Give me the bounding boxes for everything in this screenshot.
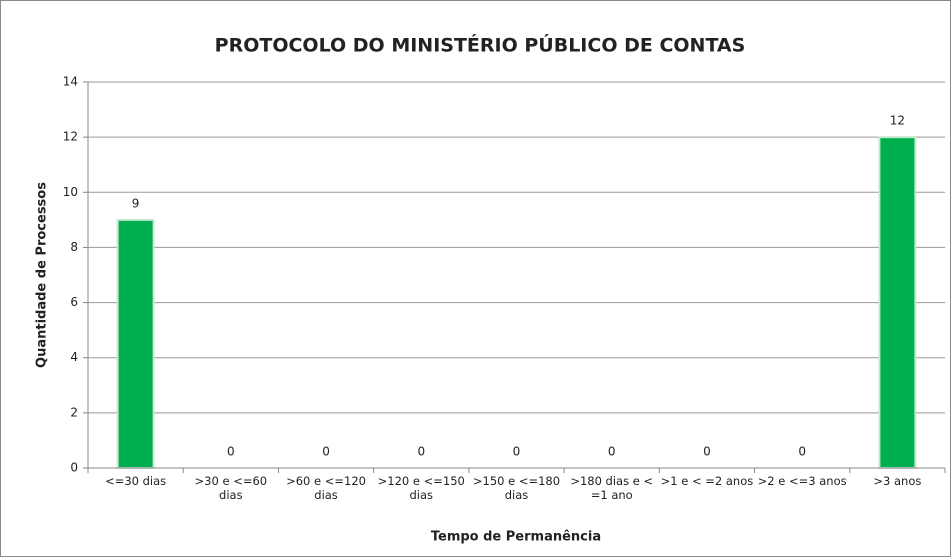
bar [878, 136, 917, 469]
x-tick-label: >120 e <=150 dias [377, 474, 465, 502]
x-tick-label-box: >120 e <=150 dias [377, 474, 465, 502]
data-label: 0 [798, 445, 806, 459]
x-tick-label: >1 e < =2 anos [660, 474, 754, 488]
x-tick-label: >3 anos [873, 474, 922, 488]
x-tick-label: >180 dias e < =1 ano [570, 474, 654, 502]
x-tick-label-box: >150 e <=180 dias [472, 474, 561, 502]
data-label: 0 [703, 445, 711, 459]
data-label: 0 [417, 445, 425, 459]
x-tick-label: <=30 dias [105, 474, 167, 488]
x-tick-label-box: <=30 dias [105, 474, 167, 488]
x-tick-label-box: >2 e <=3 anos [757, 474, 847, 488]
data-label: 0 [513, 445, 521, 459]
bar [116, 218, 155, 469]
x-tick-label: >2 e <=3 anos [757, 474, 847, 488]
data-label: 0 [608, 445, 616, 459]
y-tick-label: 10 [63, 185, 78, 199]
y-tick-label: 0 [70, 461, 78, 475]
y-tick-label: 12 [63, 130, 78, 144]
x-tick-label-box: >30 e <=60 dias [194, 474, 268, 502]
y-tick-label: 4 [70, 350, 78, 364]
y-axis-label: Quantidade de Processos [35, 182, 50, 368]
y-tick-label: 14 [63, 75, 78, 89]
x-axis-label: Tempo de Permanência [431, 530, 601, 545]
y-tick-label: 8 [70, 240, 78, 254]
x-tick-label-box: >3 anos [873, 474, 922, 488]
x-tick-label: >150 e <=180 dias [472, 474, 561, 502]
x-tick-label-box: >60 e <=120 dias [286, 474, 366, 502]
x-tick-label: >30 e <=60 dias [194, 474, 268, 502]
data-label: 9 [132, 196, 140, 210]
y-tick-label: 2 [70, 405, 78, 419]
data-label: 0 [322, 445, 330, 459]
data-label: 0 [227, 445, 235, 459]
y-tick-label: 6 [70, 295, 78, 309]
x-tick-label: >60 e <=120 dias [286, 474, 366, 502]
x-tick-label-box: >180 dias e < =1 ano [570, 474, 654, 502]
chart-title: PROTOCOLO DO MINISTÉRIO PÚBLICO DE CONTA… [215, 33, 746, 57]
x-tick-label-box: >1 e < =2 anos [660, 474, 754, 488]
data-label: 12 [890, 114, 905, 128]
